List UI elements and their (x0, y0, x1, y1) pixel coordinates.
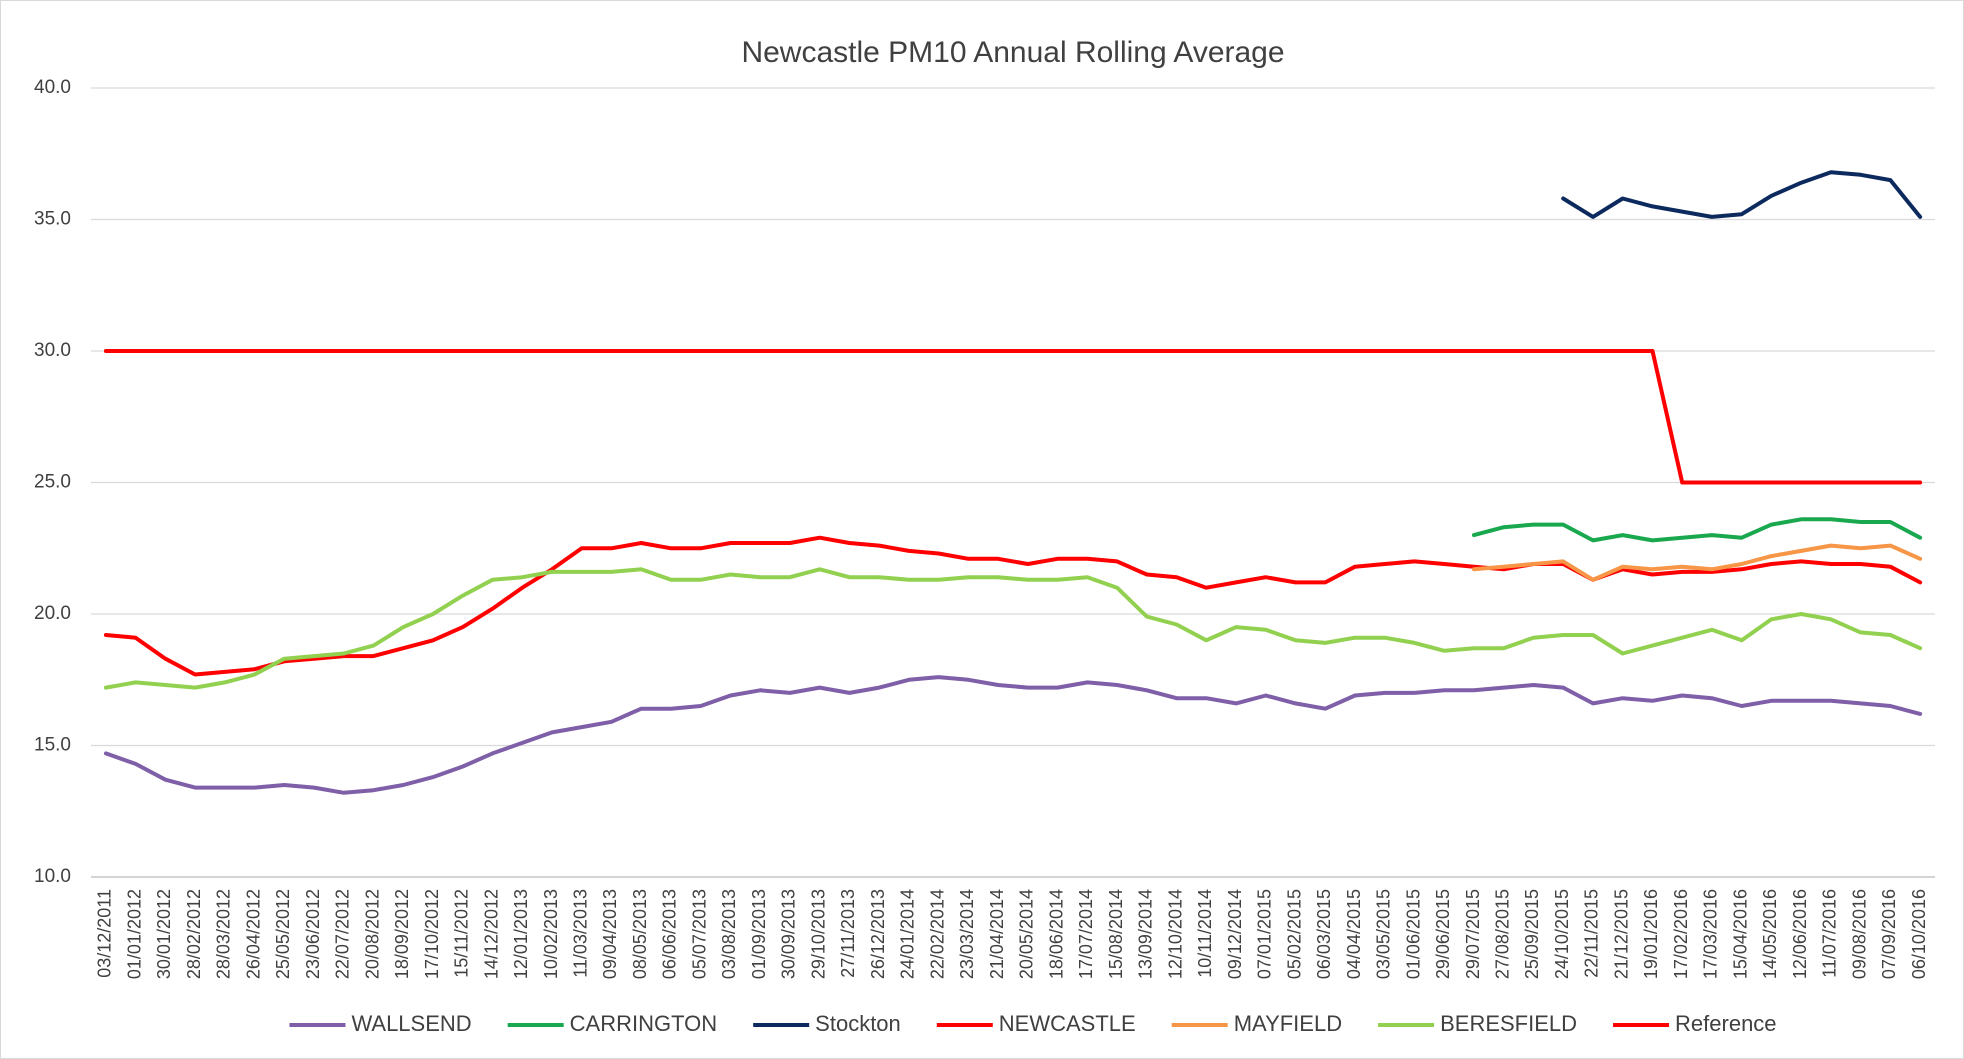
legend-label: NEWCASTLE (999, 1011, 1136, 1036)
legend-label: BERESFIELD (1440, 1011, 1577, 1036)
x-tick-label: 22/07/2012 (333, 889, 353, 979)
legend-item: Reference (1613, 1011, 1777, 1036)
y-tick-label: 25.0 (34, 472, 71, 493)
x-tick-label: 25/05/2012 (273, 889, 293, 979)
legend-label: WALLSEND (351, 1011, 471, 1036)
x-tick-label: 09/12/2014 (1225, 889, 1245, 979)
y-tick-label: 20.0 (34, 603, 71, 624)
x-tick-label: 28/02/2012 (184, 889, 204, 979)
x-tick-label: 30/09/2013 (779, 889, 799, 979)
x-tick-label: 09/08/2016 (1849, 889, 1869, 979)
y-tick-label: 15.0 (34, 735, 71, 756)
x-tick-label: 10/11/2014 (1195, 889, 1215, 978)
x-tick-label: 13/09/2014 (1136, 889, 1156, 979)
x-tick-label: 03/08/2013 (719, 889, 739, 979)
x-tick-label: 07/09/2016 (1879, 889, 1899, 979)
x-tick-label: 12/06/2016 (1790, 889, 1810, 979)
series-line (103, 567, 1923, 690)
x-tick-label: 17/02/2016 (1671, 889, 1691, 979)
chart-title: Newcastle PM10 Annual Rolling Average (741, 36, 1284, 69)
y-tick-label: 10.0 (34, 866, 71, 887)
legend-label: MAYFIELD (1234, 1011, 1342, 1036)
legend-item: BERESFIELD (1378, 1011, 1577, 1036)
x-tick-label: 29/07/2015 (1463, 889, 1483, 979)
x-tick-label: 06/06/2013 (660, 889, 680, 979)
legend-item: Stockton (753, 1011, 901, 1036)
x-tick-label: 18/09/2012 (392, 889, 412, 979)
series-line (103, 675, 1923, 795)
x-tick-label: 09/04/2013 (600, 889, 620, 979)
series-line (103, 349, 1923, 485)
x-tick-label: 27/08/2015 (1492, 889, 1512, 979)
x-tick-label: 05/02/2015 (1284, 889, 1304, 979)
series-line (1472, 517, 1923, 543)
x-tick-label: 03/05/2015 (1374, 889, 1394, 979)
x-tick-label: 01/06/2015 (1403, 889, 1423, 979)
x-tick-label: 03/12/2011 (95, 889, 115, 978)
x-tick-label: 25/09/2015 (1522, 889, 1542, 979)
x-tick-label: 30/01/2012 (154, 889, 174, 979)
x-tick-label: 20/05/2014 (1017, 889, 1037, 979)
y-tick-label: 30.0 (34, 340, 71, 361)
legend: WALLSEND CARRINGTON Stockton NEWCASTLE MAYFI… (289, 1011, 1777, 1036)
legend-item: CARRINGTON (507, 1011, 718, 1036)
x-tick-label: 26/04/2012 (243, 889, 263, 979)
x-tick-label: 28/03/2012 (214, 889, 234, 979)
x-tick-label: 17/10/2012 (422, 889, 442, 979)
x-tick-label: 27/11/2013 (838, 889, 858, 978)
x-tick-label: 22/11/2015 (1582, 889, 1602, 978)
x-tick-label: 08/05/2013 (630, 889, 650, 979)
legend-item: WALLSEND (289, 1011, 472, 1036)
y-tick-label: 40.0 (34, 77, 71, 98)
x-tick-label: 11/07/2016 (1820, 889, 1840, 978)
x-tick-label: 26/12/2013 (868, 889, 888, 979)
series-line (1561, 170, 1923, 219)
x-tick-label: 21/12/2015 (1611, 889, 1631, 979)
x-tick-label: 29/06/2015 (1433, 889, 1453, 979)
x-tick-label: 12/01/2013 (511, 889, 531, 979)
x-tick-label: 07/01/2015 (1255, 889, 1275, 979)
x-tick-label: 24/10/2015 (1552, 889, 1572, 979)
x-tick-label: 17/07/2014 (1076, 889, 1096, 979)
x-tick-label: 04/04/2015 (1344, 889, 1364, 979)
legend-label: CARRINGTON (570, 1011, 718, 1036)
x-tick-label: 06/10/2016 (1909, 889, 1929, 979)
x-tick-label: 01/01/2012 (124, 889, 144, 979)
x-tick-label: 01/09/2013 (749, 889, 769, 979)
x-tick-label: 23/06/2012 (303, 889, 323, 979)
legend-label: Stockton (815, 1011, 901, 1036)
x-tick-label: 15/08/2014 (1106, 889, 1126, 979)
legend-label: Reference (1675, 1011, 1777, 1036)
x-tick-label: 11/03/2013 (570, 889, 590, 978)
x-tick-label: 18/06/2014 (1046, 889, 1066, 979)
x-tick-label: 23/03/2014 (957, 889, 977, 979)
x-tick-label: 15/11/2012 (452, 889, 472, 978)
x-tick-label: 17/03/2016 (1701, 889, 1721, 979)
x-tick-label: 20/08/2012 (362, 889, 382, 979)
x-tick-label: 24/01/2014 (898, 889, 918, 979)
x-tick-label: 05/07/2013 (689, 889, 709, 979)
y-tick-label: 35.0 (34, 209, 71, 230)
series-line (1472, 543, 1923, 582)
legend-item: NEWCASTLE (936, 1011, 1136, 1036)
x-tick-label: 10/02/2013 (541, 889, 561, 979)
x-tick-label: 15/04/2016 (1730, 889, 1750, 979)
x-tick-label: 12/10/2014 (1165, 889, 1185, 979)
x-tick-label: 21/04/2014 (987, 889, 1007, 979)
x-tick-label: 14/12/2012 (481, 889, 501, 979)
legend-item: MAYFIELD (1171, 1011, 1342, 1036)
x-tick-label: 14/05/2016 (1760, 889, 1780, 979)
x-tick-label: 29/10/2013 (808, 889, 828, 979)
x-tick-label: 22/02/2014 (927, 889, 947, 979)
x-tick-label: 19/01/2016 (1641, 889, 1661, 979)
x-tick-label: 06/03/2015 (1314, 889, 1334, 979)
